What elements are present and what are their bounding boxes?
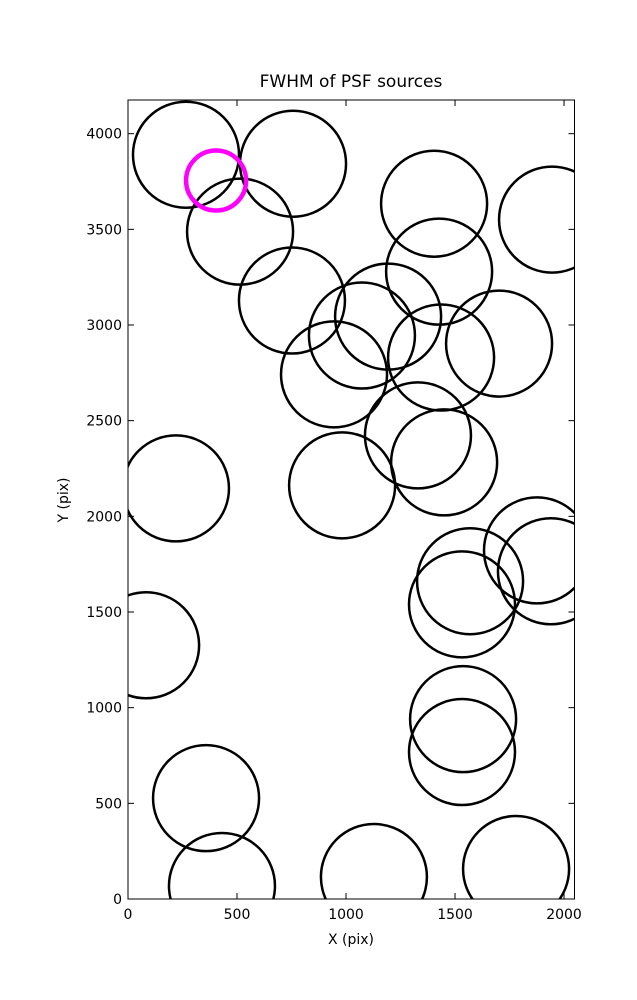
source-circle [167, 831, 277, 899]
source-circle [128, 434, 231, 543]
plot-frame [127, 99, 575, 900]
source-circle [151, 743, 261, 853]
source-circle [384, 217, 494, 326]
x-tick-label: 1500 [437, 907, 473, 923]
source-circle [496, 517, 575, 626]
y-tick-label: 4000 [86, 127, 122, 143]
source-circle [237, 246, 347, 355]
y-tick-label: 1500 [86, 605, 122, 621]
source-circle [444, 289, 554, 398]
source-circle [407, 550, 517, 659]
source-circle [408, 664, 518, 774]
x-tick-label: 1000 [328, 907, 364, 923]
y-tick-label: 2000 [86, 509, 122, 525]
source-circle [415, 526, 525, 636]
x-tick-label: 2000 [546, 907, 582, 923]
x-tick-label: 0 [124, 907, 133, 923]
source-circle [497, 165, 575, 274]
y-tick-label: 500 [95, 796, 122, 812]
y-axis-label: Y (pix) [56, 478, 72, 524]
source-circle [407, 697, 517, 807]
source-circle [319, 822, 429, 899]
y-tick-label: 3500 [86, 222, 122, 238]
source-circle [461, 814, 571, 899]
source-circle [482, 496, 575, 605]
x-tick-label: 500 [224, 907, 251, 923]
source-circle [307, 281, 417, 390]
source-circle [287, 431, 397, 540]
source-circle [183, 148, 249, 213]
plot-area [128, 100, 575, 899]
y-tick-label: 3000 [86, 318, 122, 334]
source-circle [185, 177, 295, 286]
source-circle [131, 100, 241, 209]
source-circle [363, 381, 473, 490]
source-circle [279, 320, 389, 429]
source-circle [333, 262, 443, 371]
y-tick-label: 2500 [86, 414, 122, 430]
x-axis-label: X (pix) [328, 932, 374, 948]
chart-title: FWHM of PSF sources [260, 72, 443, 92]
y-tick-label: 1000 [86, 701, 122, 717]
source-circle [128, 591, 201, 700]
y-tick-label: 0 [113, 892, 122, 908]
source-circle [379, 149, 489, 258]
